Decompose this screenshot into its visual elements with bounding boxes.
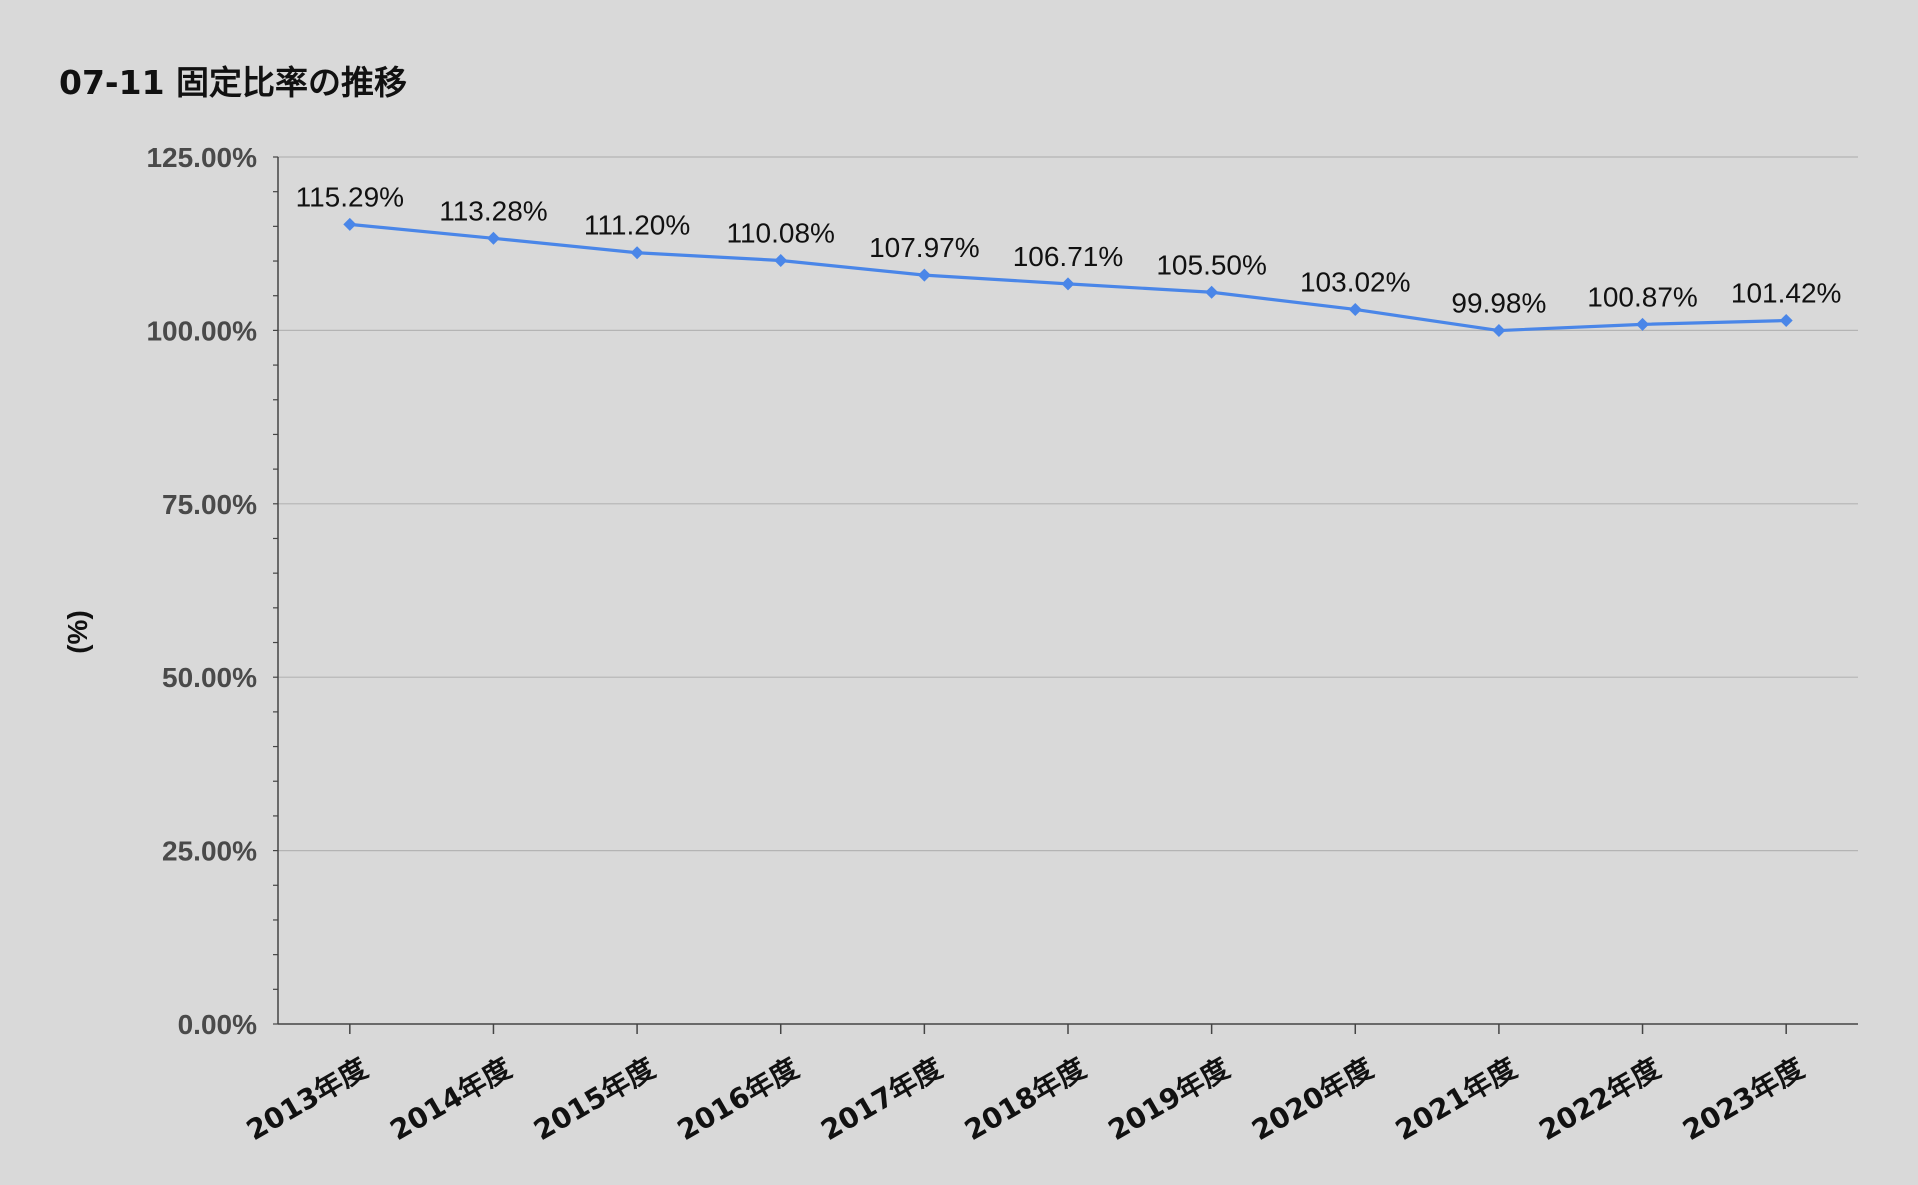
data-label: 111.20% [584,210,690,241]
y-tick-label: 50.00% [162,662,257,693]
data-point [1779,314,1793,328]
x-tick-label: 2021年度 [1390,1051,1522,1147]
data-label: 103.02% [1300,266,1411,297]
x-tick-label: 2020年度 [1246,1051,1378,1147]
data-point [774,253,788,267]
x-tick-label: 2013年度 [241,1051,373,1147]
data-point [1205,285,1219,299]
y-tick-label: 125.00% [146,142,257,173]
data-label: 99.98% [1451,288,1546,319]
x-tick-label: 2022年度 [1534,1051,1666,1147]
y-axis-label: (%) [62,610,93,654]
data-point [343,217,357,231]
chart-title: 07-11 固定比率の推移 [59,63,408,102]
data-label: 107.97% [869,232,980,263]
x-tick-label: 2017年度 [815,1051,947,1147]
gridlines [278,156,1858,852]
data-point [1348,302,1362,316]
x-tick-label: 2019年度 [1103,1051,1235,1147]
y-tick-label: 75.00% [162,489,257,520]
data-point [486,231,500,245]
x-tick-label: 2015年度 [528,1051,660,1147]
x-tick-label: 2014年度 [384,1051,516,1147]
data-point [917,268,931,282]
y-axis-ticks: 0.00% 25.00% 50.00% 75.00% 100.00% 125.00% [146,142,257,1040]
data-label: 101.42% [1731,278,1842,309]
data-label: 115.29% [296,181,404,212]
data-point [1636,317,1650,331]
data-label: 106.71% [1013,241,1124,272]
data-point [1061,277,1075,291]
data-point [630,246,644,260]
x-tick-label: 2016年度 [672,1051,804,1147]
data-label: 100.87% [1587,281,1698,312]
x-tick-label: 2023年度 [1677,1051,1809,1147]
x-axis-ticks: 2013年度 2014年度 2015年度 2016年度 2017年度 2018年度 2019… [241,1024,1810,1147]
y-tick-label: 25.00% [162,836,257,867]
data-label: 105.50% [1156,249,1267,280]
y-tick-label: 0.00% [178,1009,257,1040]
x-tick-label: 2018年度 [959,1051,1091,1147]
data-label: 113.28% [439,195,547,226]
data-point [1492,324,1506,338]
y-tick-label: 100.00% [146,315,257,346]
data-label: 110.08% [726,217,834,248]
series [343,217,1793,338]
data-labels: 115.29% 113.28% 111.20% 110.08% 107.97% 106.7… [296,181,1842,318]
